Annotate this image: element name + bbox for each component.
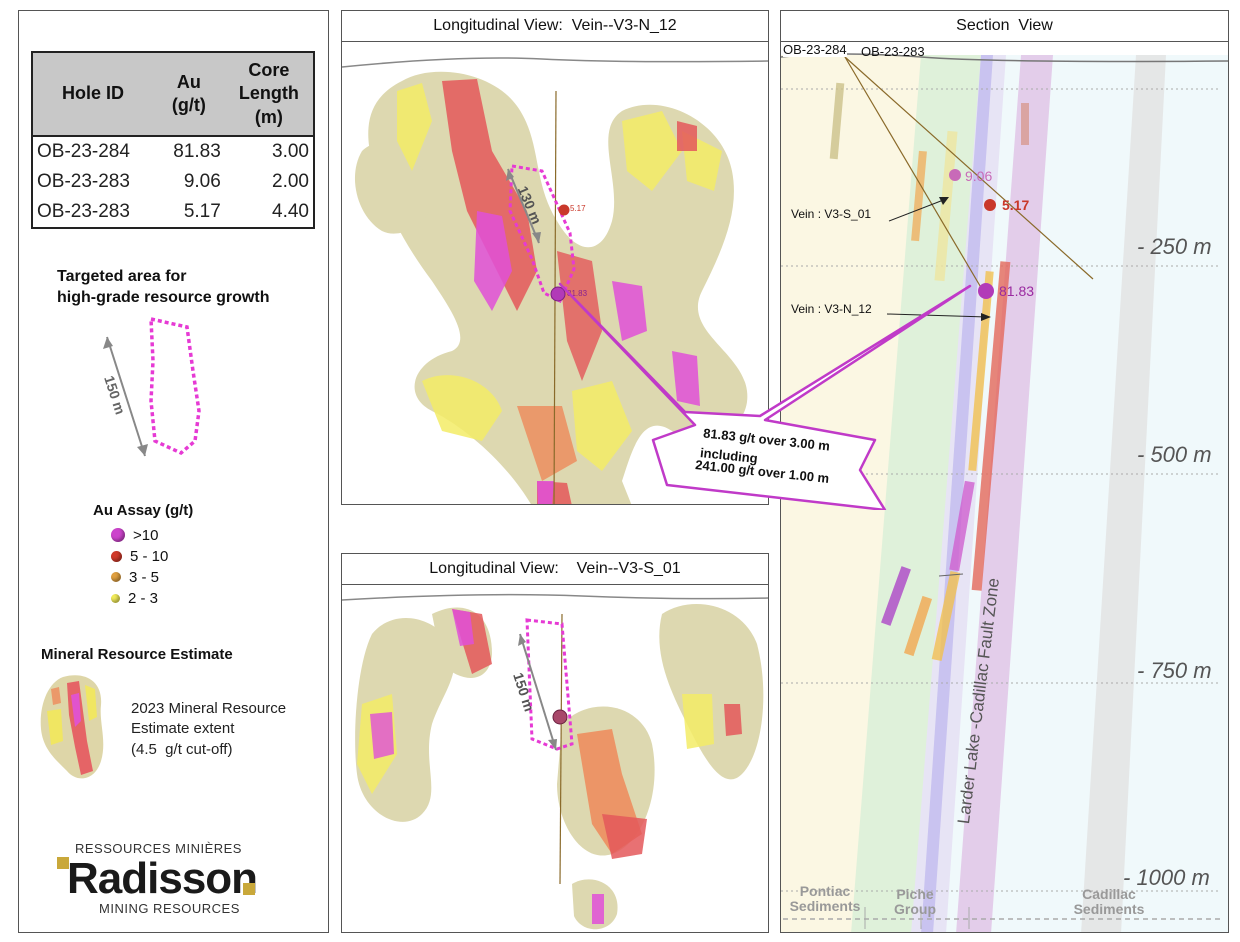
depth-label-750: - 750 m: [1137, 658, 1212, 683]
assay-legend-heading: Au Assay (g/t): [93, 502, 194, 519]
targeted-area-symbol: [103, 316, 201, 457]
legend-panel: Hole ID Au (g/t) Core Length (m) OB-23-2…: [18, 10, 329, 933]
cell-length: 2.00: [272, 171, 309, 193]
cell-au: 9.06: [183, 171, 221, 193]
panel-title: Longitudinal View: Vein--V3-S_01: [342, 554, 768, 585]
legend-label: 3 - 5: [129, 568, 160, 586]
legend-item-5-10: 5 - 10: [111, 546, 168, 566]
section-point-9-06: 9.06: [965, 168, 993, 184]
hole-label-283: OB-23-283: [861, 44, 925, 59]
table-row: OB-23-283 9.06 2.00: [32, 167, 314, 197]
panel-title: Longitudinal View: Vein--V3-N_12: [342, 11, 768, 42]
vein-label-n12: Vein : V3-N_12: [791, 302, 872, 316]
legend-dot: [111, 550, 122, 562]
point-label-high: 81.83: [567, 289, 588, 298]
legend-label: >10: [133, 526, 159, 544]
header-au: Au (g/t): [153, 52, 225, 137]
panel-title: Section View: [781, 11, 1228, 42]
section-point-81-83: 81.83: [999, 283, 1035, 299]
table-header-row: Hole ID Au (g/t) Core Length (m): [32, 52, 314, 137]
section-point-5-17: 5.17: [1002, 197, 1030, 213]
depth-label-250: - 250 m: [1137, 234, 1212, 259]
bottom-label-cadillac: Cadillac Sediments: [1073, 886, 1145, 917]
cell-hole: OB-23-283: [37, 171, 130, 193]
header-core-length: Core Length (m): [224, 52, 314, 137]
cell-length: 3.00: [272, 141, 309, 163]
cell-hole: OB-23-284: [37, 141, 130, 163]
assay-table: Hole ID Au (g/t) Core Length (m) OB-23-2…: [31, 51, 315, 230]
depth-label-1000: - 1000 m: [1123, 865, 1210, 890]
targeted-area-heading: Targeted area for high-grade resource gr…: [57, 268, 270, 306]
logo-gold-square: [243, 883, 255, 895]
point-label-mid: 5.17: [570, 204, 586, 213]
longitudinal-n12-map: [342, 57, 768, 504]
mre-heading: Mineral Resource Estimate: [41, 646, 233, 663]
logo-gold-square: [57, 857, 69, 869]
logo-top-text: RESSOURCES MINIÈRES: [75, 841, 242, 856]
logo-bottom-text: MINING RESOURCES: [99, 901, 240, 916]
legend-item-3-5: 3 - 5: [111, 567, 159, 587]
table-row: OB-23-283 5.17 4.40: [32, 197, 314, 228]
legend-dot: [111, 572, 121, 582]
mre-extent-symbol: [40, 675, 104, 779]
cell-length: 4.40: [272, 201, 309, 223]
legend-item-2-3: 2 - 3: [111, 588, 158, 608]
legend-label: 5 - 10: [130, 547, 169, 565]
legend-dot: [111, 593, 120, 603]
assay-callout: [558, 282, 972, 510]
longitudinal-view-s01: Longitudinal View: Vein--V3-S_01 150 m: [341, 553, 769, 933]
legend-label: 2 - 3: [128, 589, 159, 607]
hole-label-284: OB-23-284: [783, 42, 847, 57]
cell-au: 5.17: [183, 201, 221, 223]
depth-label-500: - 500 m: [1137, 442, 1212, 467]
legend-dot: [111, 528, 125, 542]
radisson-logo: RESSOURCES MINIÈRES Radisson MINING RESO…: [57, 839, 267, 919]
logo-name: Radisson: [67, 854, 258, 903]
header-hole-id: Hole ID: [32, 52, 153, 137]
cell-au: 81.83: [173, 141, 221, 163]
bottom-label-piche: Piche Group: [894, 886, 936, 917]
longitudinal-s01-map: [342, 593, 768, 930]
bottom-label-pontiac: Pontiac Sediments: [789, 883, 861, 914]
legend-item-gt10: >10: [111, 525, 158, 545]
table-row: OB-23-284 81.83 3.00: [32, 136, 314, 167]
mre-description: 2023 Mineral Resource Estimate extent (4…: [131, 700, 287, 758]
cell-hole: OB-23-283: [37, 201, 130, 223]
vein-label-s01: Vein : V3-S_01: [791, 207, 872, 221]
